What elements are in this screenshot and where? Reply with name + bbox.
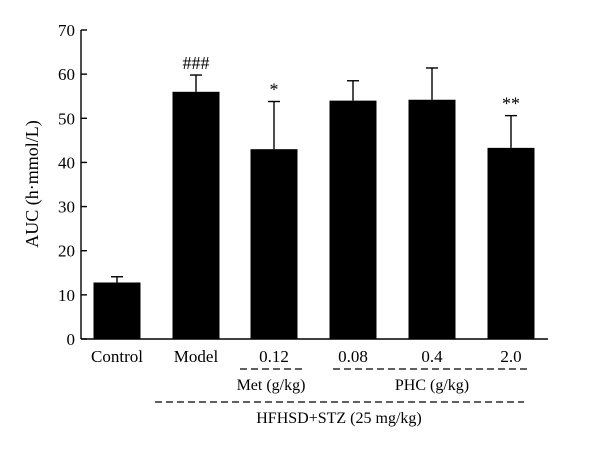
y-axis: 0 10 20 30 40 50 60 70: [58, 21, 548, 349]
x-tick-label: Model: [174, 347, 219, 366]
y-tick-label: 10: [58, 286, 75, 305]
bar: [329, 100, 377, 339]
bar: [93, 282, 141, 339]
x-tick-label: 0.08: [338, 347, 368, 366]
significance-mark: *: [270, 80, 279, 100]
x-tick-label: Control: [91, 347, 143, 366]
y-tick-label: 60: [58, 65, 75, 84]
y-tick-label: 40: [58, 153, 75, 172]
bar: [487, 147, 535, 339]
significance-marks: ###***: [183, 53, 521, 114]
y-tick-label: 70: [58, 21, 75, 40]
bars: [93, 91, 535, 339]
bar: [172, 91, 220, 339]
y-tick-label: 0: [67, 330, 76, 349]
x-tick-labels: Control Model 0.12 0.08 0.4 2.0: [91, 347, 522, 366]
error-bars: [111, 67, 517, 283]
x-tick-label: 2.0: [500, 347, 521, 366]
y-tick-label: 50: [58, 109, 75, 128]
bar: [250, 149, 298, 339]
bar: [408, 99, 456, 339]
y-tick-label: 30: [58, 198, 75, 217]
x-tick-label: 0.4: [421, 347, 443, 366]
phc-group-label: PHC (g/kg): [395, 377, 469, 394]
significance-mark: ###: [183, 53, 210, 73]
y-axis-title: AUC (h·mmol/L): [22, 120, 43, 248]
hfhsd-group-label: HFHSD+STZ (25 mg/kg): [256, 410, 421, 427]
significance-mark: **: [502, 94, 520, 114]
x-tick-label: 0.12: [259, 347, 289, 366]
y-tick-label: 20: [58, 242, 75, 261]
met-group-label: Met (g/kg): [237, 377, 306, 394]
